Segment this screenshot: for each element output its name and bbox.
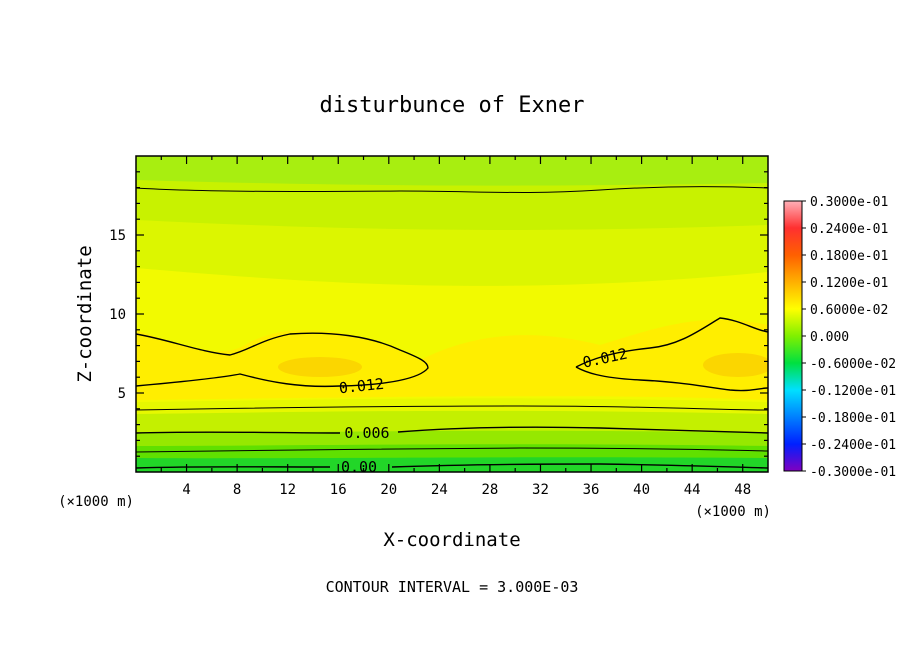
x-tick-label: 16 [330, 482, 347, 498]
field-peak-left [278, 357, 362, 377]
y-tick-label: 10 [109, 307, 126, 323]
x-tick-label: 36 [583, 482, 600, 498]
colorbar-label: 0.1200e-01 [810, 276, 888, 291]
x-axis-ticks: 4 8 12 16 20 24 28 32 36 40 44 48 [160, 156, 751, 498]
x-tick-label: 28 [481, 482, 498, 498]
colorbar-label: 0.2400e-01 [810, 222, 888, 237]
field-band-bottom [136, 457, 768, 472]
contour-line-0009 [136, 405, 768, 411]
x-tick-label: 12 [279, 482, 296, 498]
colorbar-label: -0.1800e-01 [810, 411, 896, 426]
x-tick-label: 44 [684, 482, 701, 498]
x-axis-label: X-coordinate [383, 529, 520, 551]
colorbar-label: 0.1800e-01 [810, 249, 888, 264]
contour-line-0012-right [575, 317, 768, 368]
contour-line-0012-right-lower [575, 366, 768, 392]
x-axis-unit-left: (×1000 m) [58, 494, 134, 510]
contour-line-0000 [136, 463, 768, 469]
x-tick-label: 20 [380, 482, 397, 498]
x-tick-label: 8 [233, 482, 241, 498]
x-tick-label: 40 [633, 482, 650, 498]
x-tick-label: 4 [182, 482, 190, 498]
field-band-max [136, 319, 768, 400]
contour-line-0006 [136, 426, 768, 434]
contour-line-top [136, 186, 768, 194]
contour-label-0012-left: 0.012 [338, 375, 385, 398]
x-tick-label: 48 [734, 482, 751, 498]
y-axis-ticks: 5 10 15 [109, 171, 768, 457]
contour-line-0012-upper-left [136, 332, 429, 388]
contour-lines [136, 186, 768, 469]
colorbar-label: -0.2400e-01 [810, 438, 896, 453]
contour-label-000: 0.00 [341, 458, 377, 476]
colorbar-labels: 0.3000e-01 0.2400e-01 0.1800e-01 0.1200e-01… [802, 195, 896, 480]
x-tick-label: 32 [532, 482, 549, 498]
x-axis-unit-right: (×1000 m) [695, 504, 771, 520]
y-tick-label: 15 [109, 228, 126, 244]
contour-interval-note: CONTOUR INTERVAL = 3.000E-03 [326, 578, 579, 596]
contour-label-0006: 0.006 [344, 424, 389, 442]
field-peak-right [703, 353, 768, 377]
colorbar-label: 0.6000e-02 [810, 303, 888, 318]
colorbar-label: 0.000 [810, 330, 849, 345]
y-axis-label: Z-coordinate [74, 245, 96, 382]
colorbar-label: 0.3000e-01 [810, 195, 888, 210]
colorbar-label: -0.1200e-01 [810, 384, 896, 399]
x-tick-label: 24 [431, 482, 448, 498]
chart-title: disturbunce of Exner [320, 93, 585, 118]
colorbar-label: -0.3000e-01 [810, 465, 896, 480]
y-tick-label: 5 [118, 386, 126, 402]
colorbar-label: -0.6000e-02 [810, 357, 896, 372]
contour-line-0003 [136, 447, 768, 453]
heatmap-field [136, 156, 768, 472]
colorbar [783, 200, 803, 472]
